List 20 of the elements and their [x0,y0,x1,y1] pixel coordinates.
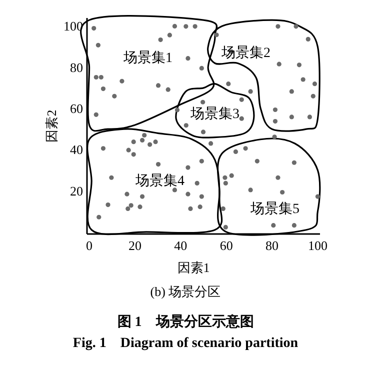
caption: 图 1 场景分区示意图 [117,313,254,330]
y-tick-label: 40 [70,142,83,158]
annotation: 场景集4 [134,173,184,189]
y-tick-label: 60 [70,101,83,116]
annotation: 场景集5 [250,201,300,217]
x-tick-label: 60 [220,238,233,253]
caption: Fig. 1 Diagram of scenario partition [72,336,298,351]
annotation: 场景集1 [122,50,172,66]
y-tick-label: 80 [70,60,83,75]
x-tick-label: 0 [86,238,93,253]
y-axis-title: 因素2 [44,110,59,142]
x-axis-title: 因素1 [177,260,210,275]
annotation: 场景集3 [190,106,240,122]
x-tick-label: 40 [174,238,188,253]
text: (b) 场景分区 [150,284,221,299]
x-tick-label: 80 [266,238,279,253]
y-tick-label: 20 [70,183,83,198]
x-tick-label: 100 [308,238,328,253]
x-tick-label: 20 [128,238,142,253]
annotation: 场景集2 [220,45,270,61]
